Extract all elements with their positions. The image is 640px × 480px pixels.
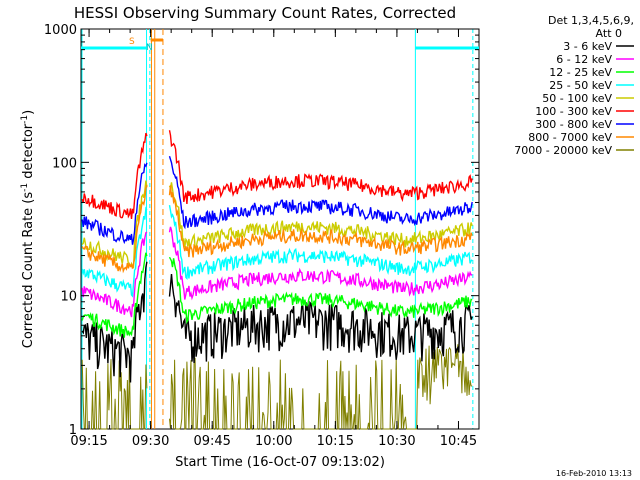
- x-tick-label: 10:30: [378, 434, 415, 449]
- legend-label: 50 - 100 keV: [542, 92, 612, 105]
- legend-label: 6 - 12 keV: [556, 53, 612, 66]
- legend-label: 800 - 7000 keV: [528, 131, 612, 144]
- legend-label: 3 - 6 keV: [563, 40, 612, 53]
- series-line-7000-20000-kev: [81, 344, 473, 430]
- y-label-sup2: -1: [20, 115, 30, 124]
- legend-header-1: Det 1,3,4,5,6,9,: [548, 14, 634, 27]
- legend-label: 100 - 300 keV: [535, 105, 612, 118]
- x-tick-label: 09:15: [70, 434, 107, 449]
- x-axis-label: Start Time (16-Oct-07 09:13:02): [175, 455, 385, 470]
- x-tick-label: 10:00: [255, 434, 292, 449]
- legend-label: 300 - 800 keV: [535, 118, 612, 131]
- legend-header-2: Att 0: [596, 27, 622, 40]
- series-line-300-800-kev: [81, 155, 473, 245]
- series-line-25-50-kev: [81, 204, 473, 298]
- y-tick-label: 1000: [44, 23, 77, 38]
- series-line-12-25-kev: [81, 252, 473, 338]
- series-line-100-300-kev: [81, 130, 473, 219]
- chart-title: HESSI Observing Summary Count Rates, Cor…: [74, 4, 456, 22]
- night-flag-label: N: [146, 43, 153, 53]
- series-line-6-12-kev: [81, 226, 473, 318]
- series-line-800-7000-kev: [81, 184, 473, 274]
- x-tick-label: 09:45: [193, 434, 230, 449]
- x-tick-label: 10:45: [440, 434, 477, 449]
- status-bars: [81, 29, 479, 429]
- y-label-mid: detector: [21, 123, 36, 183]
- plot-frame: [80, 28, 480, 430]
- y-tick-label: 1: [69, 423, 77, 438]
- y-label-sup1: -1: [20, 183, 30, 192]
- y-label-main: Corrected Count Rate (s: [21, 192, 36, 349]
- legend-label: 25 - 50 keV: [549, 79, 612, 92]
- legend-label: 7000 - 20000 keV: [514, 144, 612, 157]
- legend-label: 12 - 25 keV: [549, 66, 612, 79]
- footer-timestamp: 16-Feb-2010 13:13: [556, 469, 632, 478]
- axis-ticks: 1 10 100 1000 09:15 09:30 09:45 10:00 10:15 10:30…: [44, 23, 480, 449]
- x-tick-label: 09:30: [132, 434, 169, 449]
- y-label-end: ): [21, 110, 36, 115]
- y-tick-label: 100: [52, 156, 77, 171]
- saa-flag-label: S: [129, 37, 135, 47]
- series-line-3-6-kev: [81, 261, 473, 383]
- series-layer: [81, 130, 473, 430]
- x-tick-label: 10:15: [317, 434, 354, 449]
- svg-text:Corrected Count Rate (s-1 dete: Corrected Count Rate (s-1 detector-1): [20, 110, 36, 348]
- y-tick-label: 10: [60, 290, 77, 305]
- y-axis-label: Corrected Count Rate (s-1 detector-1): [20, 110, 36, 348]
